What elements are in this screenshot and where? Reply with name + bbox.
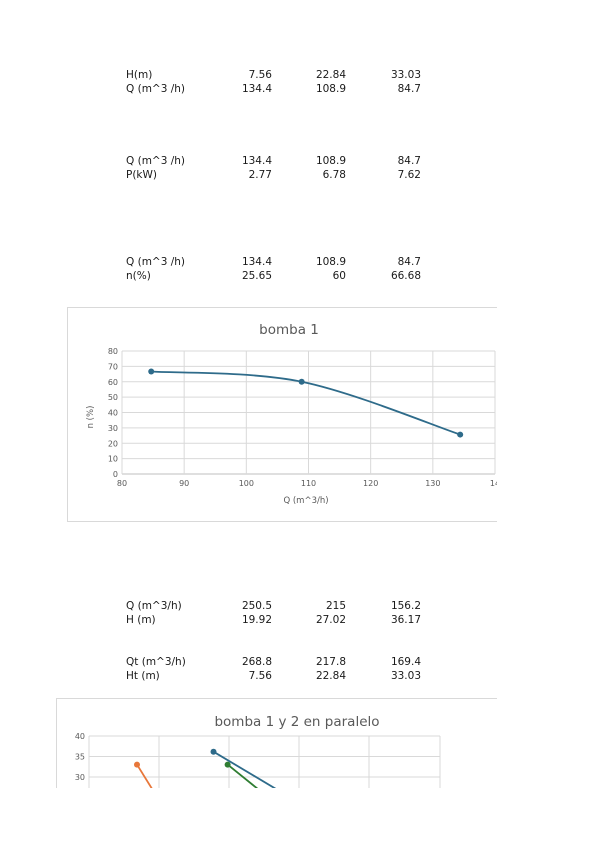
series-line — [151, 370, 461, 436]
cell-value: 36.17 — [390, 614, 421, 626]
table-q-n: Q (m^3 /h) 134.4 108.9 84.7 n(%) 25.65 6… — [126, 255, 422, 283]
cell-value: 268.8 — [241, 656, 272, 668]
x-tick-label: 90 — [179, 479, 189, 488]
y-tick-label: 70 — [108, 362, 118, 371]
cell-value: 27.02 — [315, 614, 346, 626]
row-label: Qt (m^3/h) — [126, 656, 186, 668]
cell-value: 108.9 — [315, 155, 346, 167]
x-tick-label: 100 — [239, 479, 254, 488]
data-point — [224, 761, 231, 768]
table-q-p: Q (m^3 /h) 134.4 108.9 84.7 P(kW) 2.77 6… — [126, 154, 422, 182]
series-line — [136, 764, 153, 788]
x-tick-label: 110 — [301, 479, 316, 488]
cell-value: 60 — [332, 270, 346, 282]
table-row: Q (m^3 /h) 134.4 108.9 84.7 — [126, 82, 422, 96]
series-line — [213, 750, 277, 788]
x-tick-label: 14 — [490, 479, 497, 488]
y-tick-label: 35 — [75, 753, 85, 762]
table-row: P(kW) 2.77 6.78 7.62 — [126, 168, 422, 182]
chart-bomba-1-y-2: bomba 1 y 2 en paralelo 30 35 40 — [56, 698, 497, 788]
row-label: Ht (m) — [126, 670, 160, 682]
series-line — [227, 763, 259, 788]
cell-value: 134.4 — [241, 256, 272, 268]
y-tick-label: 20 — [108, 439, 118, 448]
cell-value: 7.56 — [248, 670, 272, 682]
table-row: Q (m^3 /h) 134.4 108.9 84.7 — [126, 154, 422, 168]
y-tick-label: 30 — [108, 424, 118, 433]
chart-bomba-1-y-2-svg: bomba 1 y 2 en paralelo 30 35 40 — [75, 714, 441, 788]
y-axis-label: n (%) — [86, 406, 96, 429]
cell-value: 215 — [325, 600, 346, 612]
cell-value: 6.78 — [322, 169, 346, 181]
table-row: Ht (m) 7.56 22.84 33.03 — [126, 669, 422, 683]
row-label: Q (m^3 /h) — [126, 83, 186, 95]
cell-value: 7.56 — [248, 69, 272, 81]
cell-value: 7.62 — [397, 169, 421, 181]
table-row: H(m) 7.56 22.84 33.03 — [126, 68, 422, 82]
y-tick-label: 0 — [113, 470, 118, 479]
x-axis-label: Q (m^3/h) — [283, 496, 328, 506]
cell-value: 66.68 — [390, 270, 421, 282]
y-tick-label: 80 — [108, 347, 118, 356]
data-point — [298, 378, 305, 385]
cell-value: 108.9 — [315, 256, 346, 268]
table-row: Qt (m^3/h) 268.8 217.8 169.4 — [126, 655, 422, 669]
cell-value: 33.03 — [390, 69, 421, 81]
y-tick-label: 60 — [108, 378, 118, 387]
cell-value: 108.9 — [315, 83, 346, 95]
row-label: Q (m^3/h) — [126, 600, 182, 612]
table-h-q: H(m) 7.56 22.84 33.03 Q (m^3 /h) 134.4 1… — [126, 68, 422, 96]
table-row: Q (m^3/h) 250.5 215 156.2 — [126, 599, 422, 613]
x-tick-label: 130 — [425, 479, 440, 488]
data-point — [148, 368, 155, 375]
cell-value: 22.84 — [315, 69, 346, 81]
cell-value: 84.7 — [397, 155, 421, 167]
cell-value: 156.2 — [390, 600, 421, 612]
row-label: H (m) — [126, 614, 156, 626]
table-row: Q (m^3 /h) 134.4 108.9 84.7 — [126, 255, 422, 269]
data-point — [457, 431, 464, 438]
cell-value: 169.4 — [390, 656, 421, 668]
y-tick-label: 30 — [75, 773, 85, 782]
cell-value: 250.5 — [241, 600, 272, 612]
row-label: n(%) — [126, 270, 151, 282]
cell-value: 19.92 — [241, 614, 272, 626]
chart-title: bomba 1 y 2 en paralelo — [214, 714, 379, 730]
table-qt-ht: Qt (m^3/h) 268.8 217.8 169.4 Ht (m) 7.56… — [126, 655, 422, 683]
cell-value: 217.8 — [315, 656, 346, 668]
row-label: H(m) — [126, 69, 153, 81]
data-point — [210, 748, 217, 755]
chart-bomba-1: bomba 1 0 10 20 30 40 50 60 70 80 80 90 100 110 120 1… — [67, 307, 500, 522]
chart-bomba-1-svg: bomba 1 0 10 20 30 40 50 60 70 80 80 90 100 110 120 1… — [86, 322, 500, 506]
cell-value: 84.7 — [397, 83, 421, 95]
y-tick-label: 40 — [108, 409, 118, 418]
table-row: H (m) 19.92 27.02 36.17 — [126, 613, 422, 627]
row-label: Q (m^3 /h) — [126, 256, 186, 268]
x-tick-label: 80 — [117, 479, 127, 488]
chart-title: bomba 1 — [259, 322, 319, 338]
data-point — [134, 761, 140, 768]
table-q-h-parallel: Q (m^3/h) 250.5 215 156.2 H (m) 19.92 27… — [126, 599, 422, 627]
row-label: P(kW) — [126, 169, 157, 181]
row-label: Q (m^3 /h) — [126, 155, 186, 167]
cell-value: 22.84 — [315, 670, 346, 682]
cell-value: 134.4 — [241, 155, 272, 167]
cell-value: 33.03 — [390, 670, 421, 682]
x-tick-label: 120 — [363, 479, 378, 488]
y-tick-label: 10 — [108, 455, 118, 464]
cell-value: 84.7 — [397, 256, 421, 268]
cell-value: 134.4 — [241, 83, 272, 95]
y-tick-label: 40 — [75, 732, 85, 741]
cell-value: 25.65 — [241, 270, 272, 282]
cell-value: 2.77 — [248, 169, 272, 181]
y-tick-label: 50 — [108, 393, 118, 402]
table-row: n(%) 25.65 60 66.68 — [126, 269, 422, 283]
